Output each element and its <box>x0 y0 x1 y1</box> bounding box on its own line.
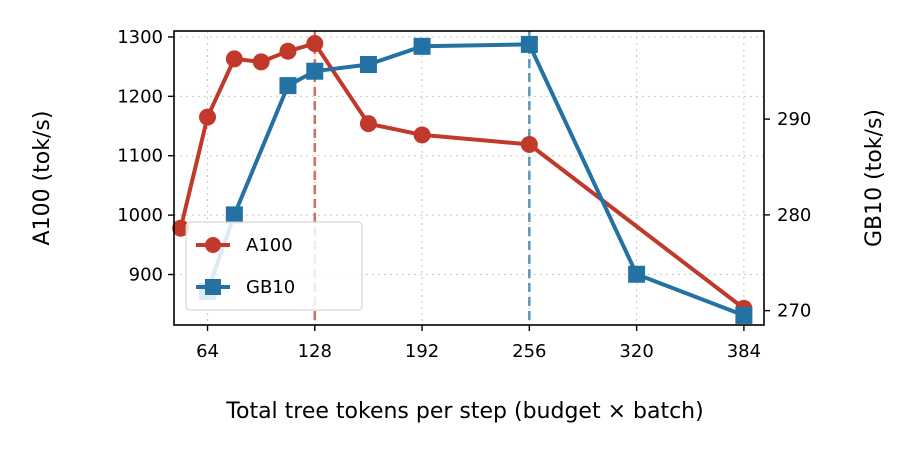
data-point-a100 <box>172 219 190 237</box>
data-point-a100 <box>520 135 538 153</box>
data-point-a100 <box>225 50 243 68</box>
y2-tick-label: 290 <box>777 109 811 130</box>
data-point-gb10 <box>413 37 431 55</box>
x-axis-title: Total tree tokens per step (budget × bat… <box>225 399 703 424</box>
data-point-a100 <box>306 34 324 52</box>
legend-marker-gb10 <box>205 279 221 295</box>
legend-label-a100: A100 <box>246 235 293 256</box>
series-line-a100 <box>178 41 746 311</box>
data-point-a100 <box>252 53 270 71</box>
ticks: 64 128 192 256 320 384 900 1000 1100 1200 1300 270 2… <box>117 27 811 362</box>
x-tick-label: 384 <box>727 341 761 362</box>
legend-marker-a100 <box>205 237 221 253</box>
y-tick-label: 1000 <box>117 205 163 226</box>
y-tick-label: 1200 <box>117 86 163 107</box>
plot-frame <box>173 30 765 326</box>
series-layer <box>172 34 753 324</box>
y-tick-label: 900 <box>129 265 163 286</box>
data-point-gb10 <box>225 206 243 224</box>
y-tick-label: 1100 <box>117 146 163 167</box>
legend-label-gb10: GB10 <box>246 277 295 298</box>
x-tick-label: 320 <box>619 341 653 362</box>
data-point-gb10 <box>279 77 297 95</box>
data-point-gb10 <box>306 62 324 80</box>
data-point-gb10 <box>628 265 646 283</box>
legend: A100 GB10 <box>185 221 363 311</box>
x-tick-label: 64 <box>196 341 219 362</box>
data-point-gb10 <box>520 35 538 53</box>
x-tick-label: 256 <box>512 341 546 362</box>
x-tick-label: 192 <box>405 341 439 362</box>
data-point-a100 <box>413 126 431 144</box>
data-point-a100 <box>279 42 297 60</box>
y-axis-title-right: GB10 (tok/s) <box>862 109 887 247</box>
y-axis-title-left: A100 (tok/s) <box>30 111 55 246</box>
y2-tick-label: 270 <box>777 301 811 322</box>
data-point-a100 <box>359 115 377 133</box>
data-point-a100 <box>199 108 217 126</box>
y2-tick-label: 280 <box>777 205 811 226</box>
x-tick-label: 128 <box>298 341 332 362</box>
data-point-gb10 <box>735 306 753 324</box>
data-point-gb10 <box>359 56 377 74</box>
y-tick-label: 1300 <box>117 27 163 48</box>
